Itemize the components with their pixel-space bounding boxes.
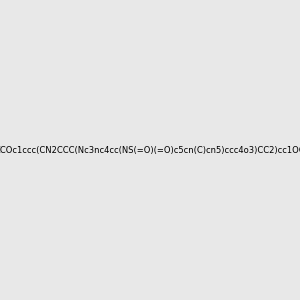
Text: CCOc1ccc(CN2CCC(Nc3nc4cc(NS(=O)(=O)c5cn(C)cn5)ccc4o3)CC2)cc1OC: CCOc1ccc(CN2CCC(Nc3nc4cc(NS(=O)(=O)c5cn(… <box>0 146 300 154</box>
